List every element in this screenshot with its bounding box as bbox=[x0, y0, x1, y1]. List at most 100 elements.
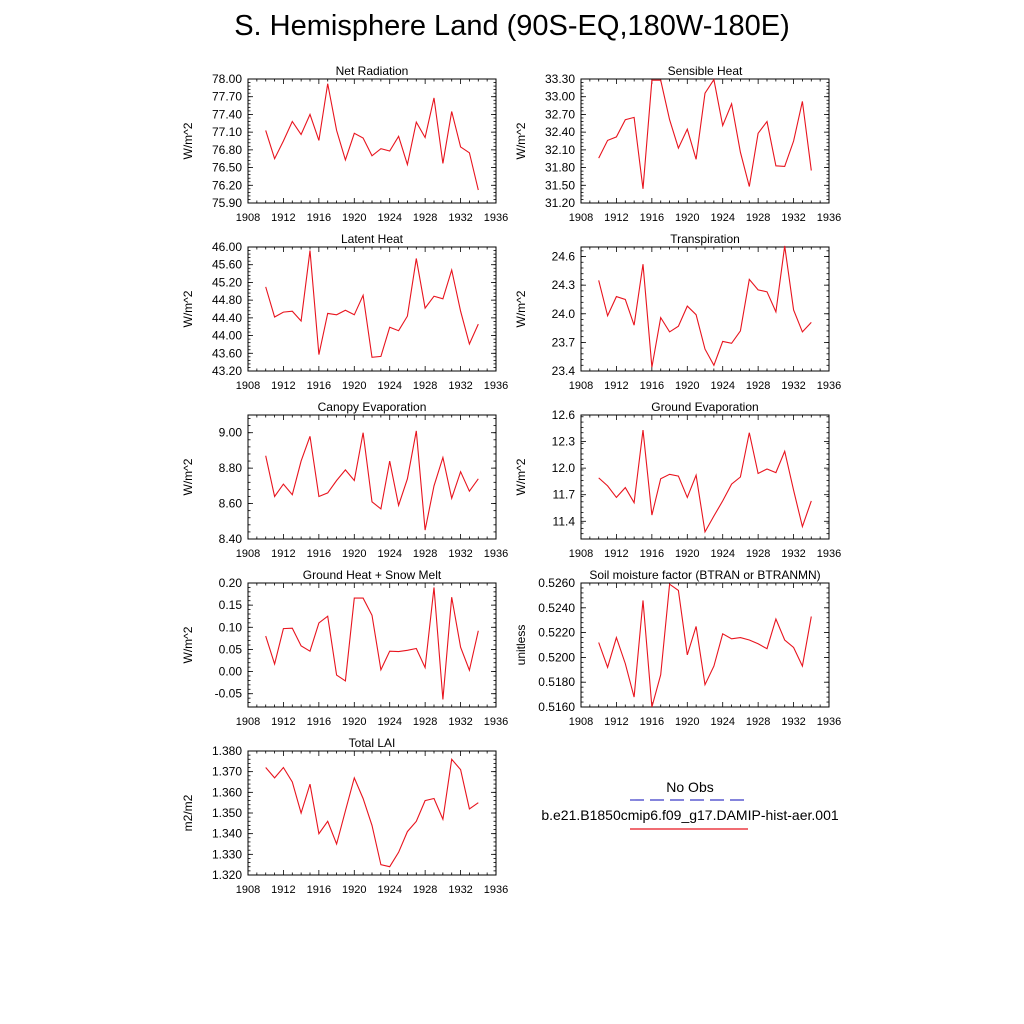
y-tick-label: 45.60 bbox=[212, 258, 242, 272]
y-tick-label: 75.90 bbox=[212, 196, 242, 210]
x-tick-label: 1912 bbox=[604, 548, 628, 560]
y-tick-label: 77.40 bbox=[212, 107, 242, 121]
x-tick-label: 1932 bbox=[781, 380, 805, 392]
x-tick-label: 1936 bbox=[484, 212, 508, 224]
y-tick-label: 31.50 bbox=[545, 178, 575, 192]
y-axis-label: m2/m2 bbox=[181, 794, 195, 831]
x-tick-label: 1928 bbox=[746, 212, 770, 224]
x-tick-label: 1924 bbox=[710, 380, 734, 392]
x-tick-label: 1912 bbox=[271, 884, 295, 896]
chart-panel-8: Soil moisture factor (BTRAN or BTRANMN) u… bbox=[514, 568, 841, 728]
x-tick-label: 1916 bbox=[307, 548, 331, 560]
y-axis-label: W/m^2 bbox=[181, 290, 195, 327]
x-tick-label: 1908 bbox=[569, 716, 593, 728]
x-tick-label: 1908 bbox=[236, 548, 260, 560]
y-tick-label: 32.10 bbox=[545, 143, 575, 157]
x-tick-label: 1908 bbox=[236, 212, 260, 224]
panel-title: Sensible Heat bbox=[668, 64, 743, 78]
y-tick-label: 0.5240 bbox=[538, 601, 575, 615]
y-axis-label: unitless bbox=[514, 625, 528, 666]
y-tick-label: 23.4 bbox=[552, 364, 576, 378]
series-line-1 bbox=[265, 587, 479, 700]
x-tick-label: 1920 bbox=[675, 212, 699, 224]
x-tick-label: 1928 bbox=[413, 884, 437, 896]
y-tick-label: 31.20 bbox=[545, 196, 575, 210]
x-tick-label: 1912 bbox=[271, 212, 295, 224]
x-tick-label: 1916 bbox=[307, 884, 331, 896]
x-tick-label: 1932 bbox=[448, 380, 472, 392]
x-tick-label: 1924 bbox=[377, 212, 401, 224]
x-tick-label: 1936 bbox=[817, 380, 841, 392]
series-line-1 bbox=[265, 83, 479, 191]
chart-panel-2: Sensible Heat W/m^2 1908 1912 1916 1920 1924 19… bbox=[514, 64, 841, 224]
y-tick-label: 23.7 bbox=[552, 335, 576, 349]
y-tick-label: 1.330 bbox=[212, 847, 242, 861]
y-tick-label: 77.70 bbox=[212, 90, 242, 104]
y-tick-label: 44.80 bbox=[212, 293, 242, 307]
y-axis-label: W/m^2 bbox=[514, 458, 528, 495]
y-tick-label: 0.5220 bbox=[538, 626, 575, 640]
x-tick-label: 1924 bbox=[377, 884, 401, 896]
y-tick-label: 0.5200 bbox=[538, 650, 575, 664]
y-tick-label: 8.40 bbox=[219, 532, 243, 546]
x-tick-label: 1916 bbox=[640, 548, 664, 560]
chart-panel-5: Canopy Evaporation W/m^2 1908 1912 1916 1920 1… bbox=[181, 400, 508, 560]
y-tick-label: 44.40 bbox=[212, 311, 242, 325]
x-tick-label: 1932 bbox=[448, 716, 472, 728]
x-tick-label: 1920 bbox=[675, 380, 699, 392]
y-tick-label: 33.30 bbox=[545, 72, 575, 86]
y-tick-label: 43.60 bbox=[212, 346, 242, 360]
y-axis-label: W/m^2 bbox=[181, 626, 195, 663]
y-tick-label: 76.50 bbox=[212, 161, 242, 175]
series-line-1 bbox=[265, 430, 479, 531]
panel-title: Canopy Evaporation bbox=[318, 400, 427, 414]
x-tick-label: 1920 bbox=[342, 212, 366, 224]
series-line-1 bbox=[598, 583, 812, 708]
plot-frame bbox=[580, 246, 830, 372]
y-tick-label: 0.5180 bbox=[538, 675, 575, 689]
x-tick-label: 1928 bbox=[413, 212, 437, 224]
y-tick-label: 1.340 bbox=[212, 827, 242, 841]
x-tick-label: 1912 bbox=[604, 380, 628, 392]
x-tick-label: 1924 bbox=[377, 548, 401, 560]
y-tick-label: 76.20 bbox=[212, 178, 242, 192]
x-tick-label: 1908 bbox=[236, 380, 260, 392]
x-tick-label: 1928 bbox=[413, 380, 437, 392]
x-tick-label: 1936 bbox=[484, 716, 508, 728]
legend-obs-label: No Obs bbox=[666, 779, 714, 795]
y-tick-label: -0.05 bbox=[215, 687, 243, 701]
y-tick-label: 78.00 bbox=[212, 72, 242, 86]
x-tick-label: 1928 bbox=[746, 548, 770, 560]
x-tick-label: 1916 bbox=[640, 212, 664, 224]
x-tick-label: 1912 bbox=[604, 212, 628, 224]
y-axis-label: W/m^2 bbox=[514, 122, 528, 159]
y-axis-label: W/m^2 bbox=[181, 458, 195, 495]
x-tick-label: 1916 bbox=[307, 716, 331, 728]
x-tick-label: 1924 bbox=[377, 380, 401, 392]
x-tick-label: 1920 bbox=[675, 548, 699, 560]
series-line-1 bbox=[598, 430, 812, 534]
x-tick-label: 1920 bbox=[342, 380, 366, 392]
y-tick-label: 0.20 bbox=[219, 576, 243, 590]
chart-panel-6: Ground Evaporation W/m^2 1908 1912 1916 1920 1… bbox=[514, 400, 841, 560]
series-line-1 bbox=[265, 758, 479, 868]
series-line-1 bbox=[598, 245, 812, 368]
series-line-1 bbox=[598, 78, 812, 189]
x-tick-label: 1920 bbox=[342, 716, 366, 728]
x-tick-label: 1928 bbox=[413, 548, 437, 560]
x-tick-label: 1928 bbox=[413, 716, 437, 728]
y-tick-label: 0.10 bbox=[219, 620, 243, 634]
panel-title: Transpiration bbox=[670, 232, 740, 246]
series-line-1 bbox=[265, 250, 479, 358]
y-tick-label: 0.00 bbox=[219, 665, 243, 679]
plot-frame bbox=[580, 78, 830, 204]
y-axis-label: W/m^2 bbox=[514, 290, 528, 327]
x-tick-label: 1936 bbox=[817, 212, 841, 224]
y-tick-label: 11.4 bbox=[553, 514, 576, 528]
y-tick-label: 33.00 bbox=[545, 90, 575, 104]
y-tick-label: 24.0 bbox=[552, 307, 576, 321]
y-tick-label: 76.80 bbox=[212, 143, 242, 157]
panel-title: Total LAI bbox=[349, 736, 396, 750]
y-tick-label: 0.5160 bbox=[538, 700, 575, 714]
